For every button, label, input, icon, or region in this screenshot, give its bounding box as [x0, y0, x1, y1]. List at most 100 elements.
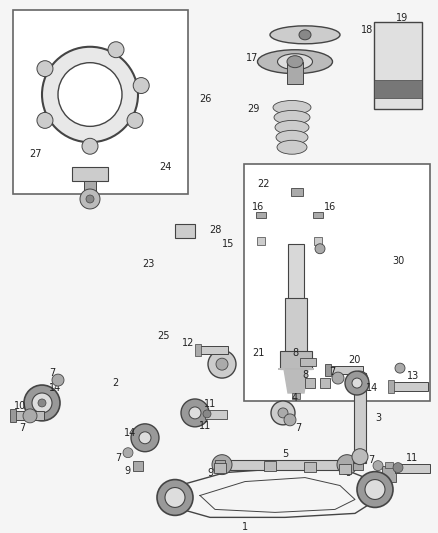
- Polygon shape: [8, 79, 42, 112]
- Ellipse shape: [258, 50, 332, 74]
- Bar: [287, 62, 303, 84]
- Bar: [328, 366, 363, 374]
- Bar: [385, 462, 393, 467]
- Bar: [256, 212, 266, 218]
- Text: 11: 11: [204, 399, 216, 409]
- Bar: [214, 463, 226, 473]
- Circle shape: [337, 455, 357, 474]
- Bar: [220, 459, 350, 470]
- Circle shape: [332, 372, 344, 384]
- Text: 2: 2: [112, 378, 118, 388]
- Bar: [195, 344, 201, 356]
- Text: 7: 7: [368, 455, 374, 465]
- Bar: [285, 298, 307, 353]
- Polygon shape: [80, 27, 105, 47]
- Polygon shape: [220, 358, 285, 420]
- Circle shape: [181, 399, 209, 427]
- Text: 4: 4: [292, 393, 298, 403]
- Bar: [314, 237, 322, 245]
- Text: 12: 12: [182, 338, 194, 348]
- Text: 26: 26: [199, 94, 211, 104]
- Circle shape: [212, 455, 232, 474]
- Circle shape: [165, 488, 185, 507]
- Circle shape: [393, 463, 403, 473]
- Text: 9: 9: [124, 466, 130, 475]
- Ellipse shape: [277, 140, 307, 154]
- Circle shape: [82, 138, 98, 154]
- Bar: [291, 188, 303, 196]
- Polygon shape: [278, 369, 314, 393]
- Text: 7: 7: [115, 453, 121, 463]
- Bar: [205, 410, 227, 419]
- Bar: [313, 212, 323, 218]
- Bar: [325, 364, 331, 376]
- Bar: [12, 411, 44, 420]
- Text: 7: 7: [329, 367, 335, 377]
- Bar: [10, 409, 16, 422]
- Circle shape: [189, 407, 201, 419]
- Circle shape: [284, 414, 296, 426]
- Circle shape: [127, 112, 143, 128]
- Bar: [374, 79, 422, 98]
- Circle shape: [86, 195, 94, 203]
- Circle shape: [23, 409, 37, 423]
- Bar: [374, 22, 422, 109]
- Ellipse shape: [270, 26, 340, 44]
- Text: 29: 29: [247, 104, 259, 115]
- Bar: [215, 459, 225, 470]
- Text: 23: 23: [142, 259, 154, 269]
- Circle shape: [37, 61, 53, 77]
- Text: 21: 21: [252, 348, 264, 358]
- Polygon shape: [138, 70, 158, 90]
- Text: 7: 7: [19, 423, 25, 433]
- Text: 11: 11: [199, 421, 211, 431]
- Ellipse shape: [299, 30, 311, 40]
- Text: 22: 22: [257, 179, 269, 189]
- Text: 14: 14: [49, 383, 61, 393]
- Circle shape: [24, 385, 60, 421]
- Bar: [13, 10, 188, 194]
- Circle shape: [203, 410, 211, 418]
- Circle shape: [52, 374, 64, 386]
- Bar: [280, 351, 312, 369]
- Bar: [382, 466, 396, 481]
- Bar: [288, 244, 304, 303]
- Bar: [72, 167, 108, 181]
- Bar: [390, 382, 428, 391]
- Circle shape: [373, 461, 383, 471]
- Circle shape: [108, 42, 124, 58]
- Text: 28: 28: [209, 225, 221, 235]
- Text: 15: 15: [222, 239, 234, 249]
- Bar: [175, 224, 195, 238]
- Text: 18: 18: [361, 25, 373, 35]
- Text: 7: 7: [49, 368, 55, 378]
- Text: 6: 6: [385, 481, 391, 490]
- Circle shape: [352, 378, 362, 388]
- Ellipse shape: [274, 110, 310, 124]
- Polygon shape: [170, 467, 380, 518]
- Bar: [264, 461, 276, 471]
- Text: 16: 16: [252, 202, 264, 212]
- Text: 14: 14: [366, 383, 378, 393]
- Text: 30: 30: [392, 256, 404, 265]
- Text: 24: 24: [159, 162, 171, 172]
- Text: 25: 25: [157, 332, 169, 341]
- Polygon shape: [200, 478, 355, 512]
- Text: 13: 13: [407, 371, 419, 381]
- Bar: [395, 464, 430, 473]
- Text: 1: 1: [242, 522, 248, 532]
- Circle shape: [352, 371, 368, 387]
- Circle shape: [131, 424, 159, 451]
- Bar: [320, 378, 330, 388]
- Bar: [305, 378, 315, 388]
- Bar: [257, 237, 265, 245]
- Circle shape: [271, 401, 295, 425]
- Text: 9: 9: [345, 467, 351, 478]
- Bar: [133, 461, 143, 471]
- Text: 27: 27: [29, 149, 41, 159]
- Circle shape: [80, 189, 100, 209]
- Bar: [292, 393, 300, 399]
- Bar: [354, 373, 366, 463]
- Text: 16: 16: [324, 202, 336, 212]
- Ellipse shape: [273, 101, 311, 115]
